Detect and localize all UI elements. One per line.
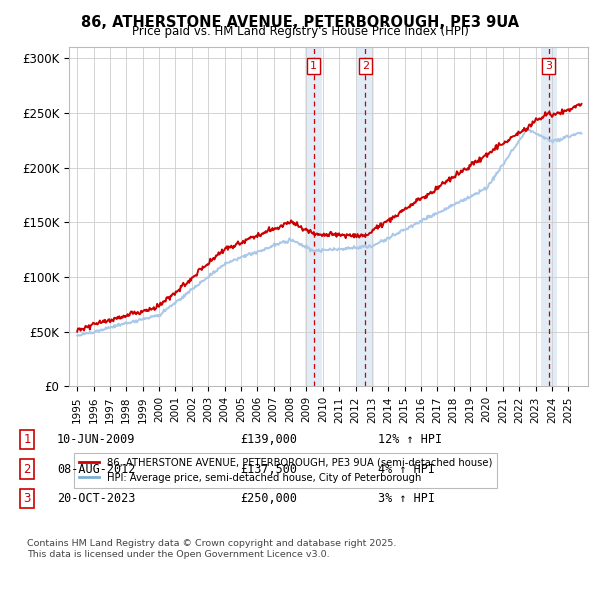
- Text: 2: 2: [23, 463, 31, 476]
- Text: £137,500: £137,500: [240, 463, 297, 476]
- Text: Contains HM Land Registry data © Crown copyright and database right 2025.: Contains HM Land Registry data © Crown c…: [27, 539, 397, 548]
- Text: 2: 2: [362, 61, 369, 71]
- Text: 3% ↑ HPI: 3% ↑ HPI: [378, 492, 435, 505]
- Text: 86, ATHERSTONE AVENUE, PETERBOROUGH, PE3 9UA: 86, ATHERSTONE AVENUE, PETERBOROUGH, PE3…: [81, 15, 519, 30]
- Text: Price paid vs. HM Land Registry's House Price Index (HPI): Price paid vs. HM Land Registry's House …: [131, 25, 469, 38]
- Text: 10-JUN-2009: 10-JUN-2009: [57, 433, 136, 446]
- Text: This data is licensed under the Open Government Licence v3.0.: This data is licensed under the Open Gov…: [27, 550, 329, 559]
- Text: 3: 3: [23, 492, 31, 505]
- Text: £250,000: £250,000: [240, 492, 297, 505]
- Bar: [357, 47, 374, 386]
- Bar: [541, 47, 557, 386]
- Text: 1: 1: [310, 61, 317, 71]
- Text: 3: 3: [545, 61, 552, 71]
- Text: 20-OCT-2023: 20-OCT-2023: [57, 492, 136, 505]
- Text: 4% ↑ HPI: 4% ↑ HPI: [378, 463, 435, 476]
- Text: 1: 1: [23, 433, 31, 446]
- Text: 08-AUG-2012: 08-AUG-2012: [57, 463, 136, 476]
- Text: 12% ↑ HPI: 12% ↑ HPI: [378, 433, 442, 446]
- Legend: 86, ATHERSTONE AVENUE, PETERBOROUGH, PE3 9UA (semi-detached house), HPI: Average: 86, ATHERSTONE AVENUE, PETERBOROUGH, PE3…: [74, 453, 497, 487]
- Bar: [305, 47, 322, 386]
- Text: £139,000: £139,000: [240, 433, 297, 446]
